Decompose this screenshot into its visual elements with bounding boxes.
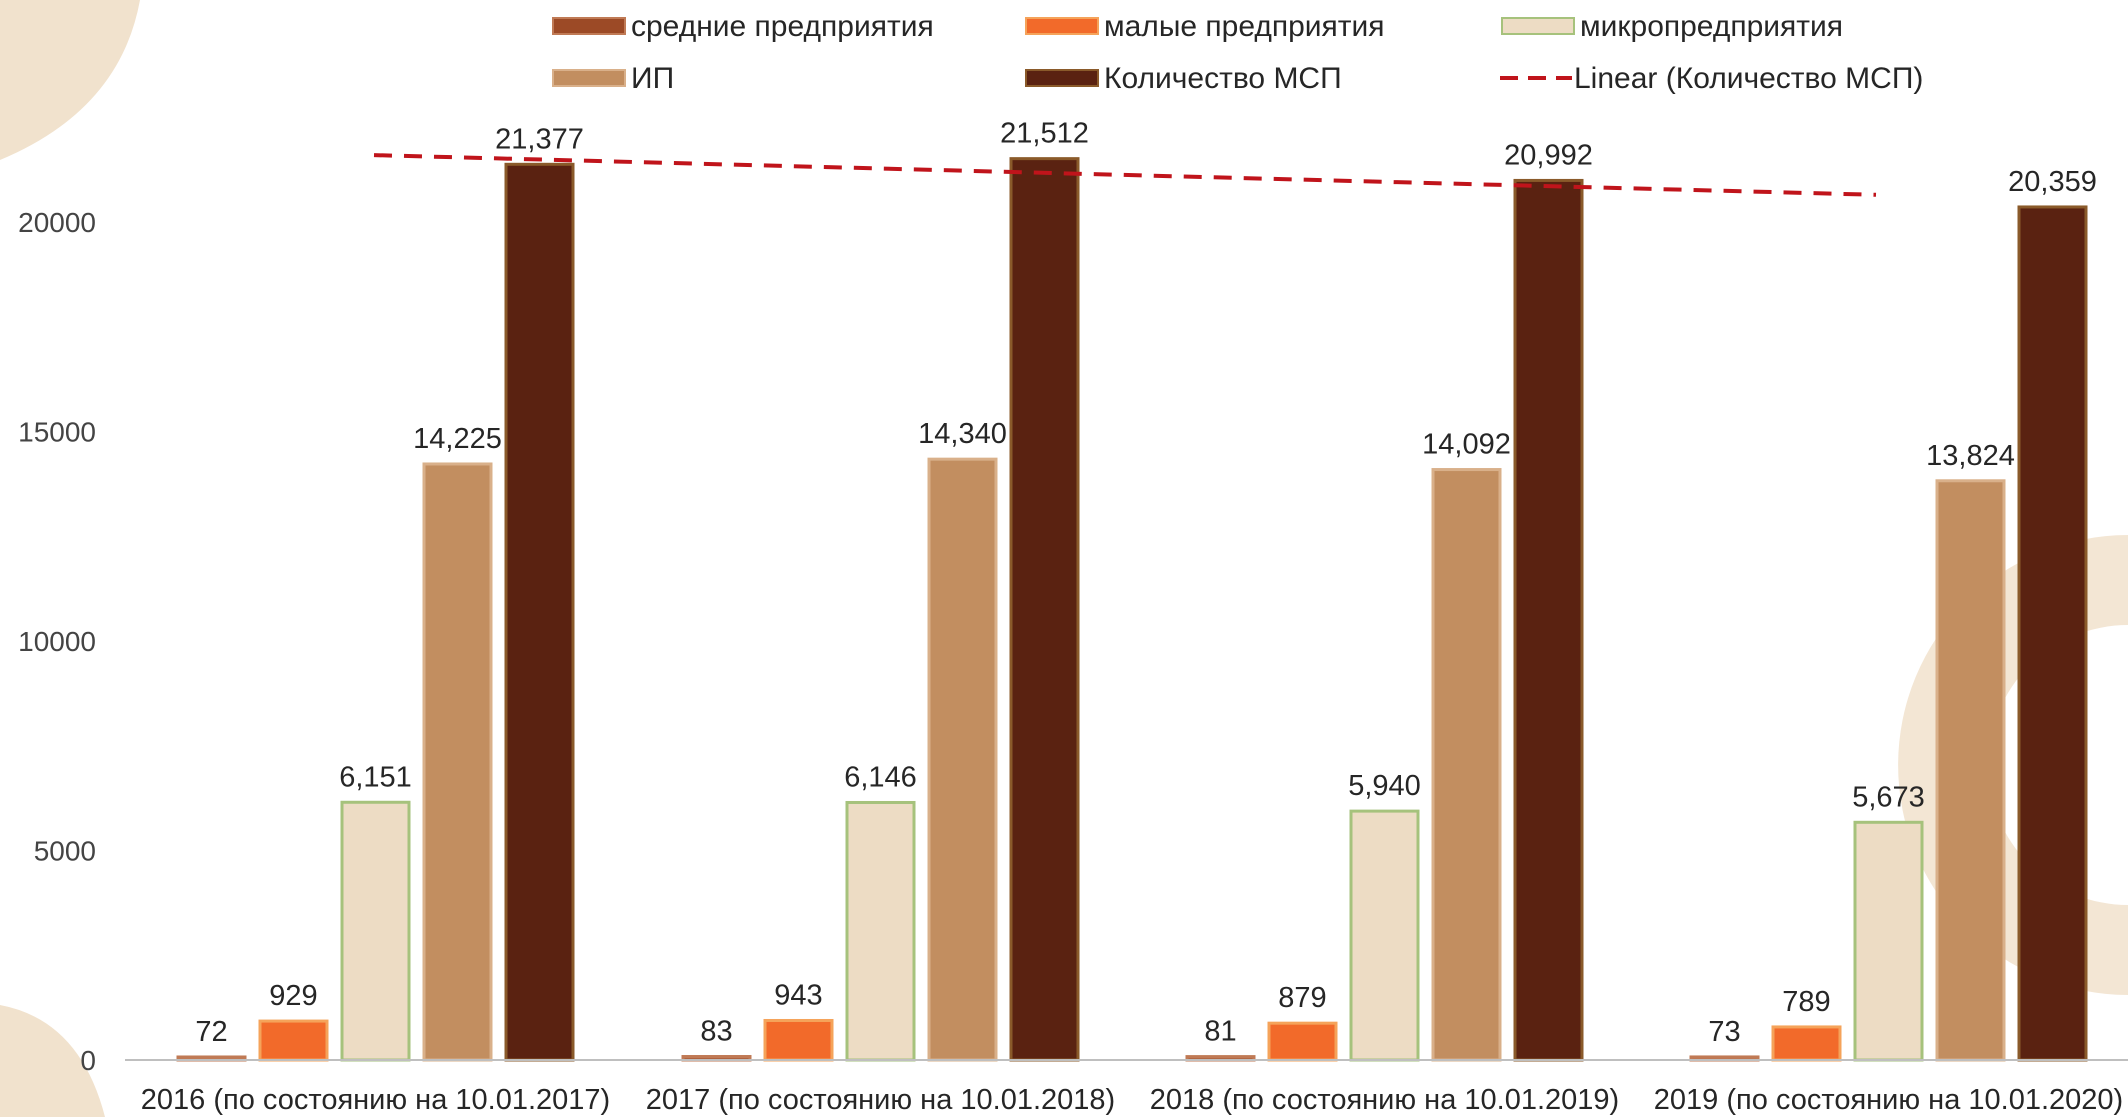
legend-label: микропредприятия: [1580, 10, 1843, 43]
legend-item: малые предприятия: [1025, 10, 1385, 43]
y-tick-label: 20000: [18, 207, 96, 238]
bar: [1009, 157, 1080, 1062]
x-category-label: 2016 (по состоянию на 10.01.2017): [141, 1084, 610, 1116]
y-axis: 0 5000 10000 15000 20000: [18, 207, 96, 1076]
legend-swatch: [1501, 17, 1575, 35]
bar: [258, 1019, 329, 1062]
data-label: 14,092: [1422, 429, 1511, 461]
data-label: 6,151: [339, 761, 412, 793]
bar-group: 83 943 6,146 14,340 21,512: [681, 118, 1089, 1062]
bar: [504, 162, 575, 1062]
legend-item: микропредприятия: [1501, 10, 1843, 43]
data-label: 20,992: [1504, 139, 1593, 171]
legend-label: средние предприятия: [631, 10, 934, 43]
data-label: 5,673: [1852, 781, 1925, 813]
plot-area: 72 929 6,151 14,225 21,377 83 943 6,146 14,340 21…: [176, 118, 2097, 1062]
bar: [2017, 205, 2088, 1062]
bar: [1853, 820, 1924, 1062]
bar: [1513, 178, 1584, 1062]
y-tick-label: 5000: [34, 836, 96, 867]
data-label: 21,512: [1000, 118, 1089, 150]
data-label: 81: [1204, 1016, 1236, 1048]
legend-item: Количество МСП: [1025, 62, 1342, 95]
legend-label: ИП: [631, 62, 674, 95]
bottom-left-decorative-shape: [0, 1005, 105, 1117]
bar: [422, 462, 493, 1062]
bar: [1349, 809, 1420, 1062]
bar: [763, 1018, 834, 1062]
legend-swatch: [1025, 69, 1099, 87]
data-label: 5,940: [1348, 770, 1421, 802]
data-label: 21,377: [495, 123, 584, 155]
legend-item: ИП: [552, 62, 674, 95]
data-label: 83: [700, 1016, 732, 1048]
y-tick-label: 0: [80, 1045, 96, 1076]
x-category-label: 2018 (по состоянию на 10.01.2019): [1150, 1084, 1619, 1116]
data-label: 943: [774, 979, 822, 1011]
legend: средние предприятия малые предприятия микр…: [552, 10, 1923, 95]
data-label: 13,824: [1926, 440, 2015, 472]
legend-label: Linear (Количество МСП): [1574, 62, 1923, 95]
x-category-label: 2019 (по состоянию на 10.01.2020): [1654, 1084, 2123, 1116]
data-label: 14,340: [918, 418, 1007, 450]
y-tick-label: 15000: [18, 417, 96, 448]
data-label: 14,225: [413, 423, 502, 455]
trendline: [373, 153, 1877, 197]
x-category-label: 2017 (по состоянию на 10.01.2018): [646, 1084, 1115, 1116]
bar: [1935, 479, 2006, 1062]
data-label: 73: [1708, 1016, 1740, 1048]
data-label: 72: [195, 1016, 227, 1048]
legend-swatch: [552, 69, 626, 87]
bar: [1431, 468, 1502, 1062]
legend-swatch: [1025, 17, 1099, 35]
legend-item-trendline: Linear (Количество МСП): [1500, 62, 1923, 95]
bar: [845, 800, 916, 1062]
legend-label: Количество МСП: [1104, 62, 1342, 95]
legend-label: малые предприятия: [1104, 10, 1385, 43]
top-left-decorative-shape: [0, 0, 140, 160]
legend-item: средние предприятия: [552, 10, 934, 43]
bar-group: 73 789 5,673 13,824 20,359: [1689, 166, 2097, 1062]
bar: [927, 457, 998, 1062]
bar: [340, 800, 411, 1062]
bar-group: 81 879 5,940 14,092 20,992: [1185, 139, 1593, 1062]
data-label: 879: [1278, 982, 1326, 1014]
x-axis: 2016 (по состоянию на 10.01.2017) 2017 (п…: [141, 1084, 2123, 1116]
bar: [1267, 1021, 1338, 1062]
bar-group: 72 929 6,151 14,225 21,377: [176, 123, 584, 1062]
bar: [1771, 1025, 1842, 1062]
data-label: 789: [1782, 986, 1830, 1018]
data-label: 20,359: [2008, 166, 2097, 198]
data-label: 6,146: [844, 761, 917, 793]
y-tick-label: 10000: [18, 626, 96, 657]
data-label: 929: [269, 980, 317, 1012]
legend-swatch: [552, 17, 626, 35]
